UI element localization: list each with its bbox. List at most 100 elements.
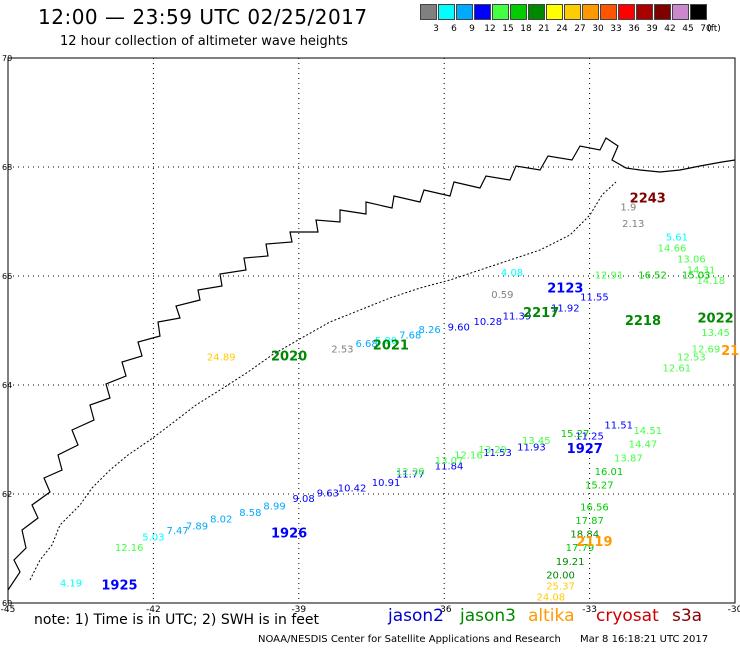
inner-coastline	[29, 181, 617, 581]
scale-label: 39	[646, 24, 658, 34]
lon-tick-label: -45	[1, 605, 16, 615]
wave-height-label: 10.28	[473, 317, 502, 328]
legend-cryosat: cryosat	[596, 606, 659, 626]
wave-height-label: 10.42	[338, 483, 367, 494]
scale-label: 24	[556, 24, 568, 34]
wave-height-label: 8.58	[239, 508, 261, 519]
pass-time-label: 1927	[567, 442, 603, 457]
scale-swatch-15	[492, 4, 509, 20]
wave-height-label: 9.60	[448, 323, 470, 334]
legend-s3a: s3a	[672, 606, 703, 626]
pass-time-label: 2021	[373, 339, 409, 354]
wave-height-label: 9.08	[293, 494, 315, 505]
wave-height-label: 16.56	[580, 502, 609, 513]
scale-label: 12	[484, 24, 496, 34]
lat-tick-label: 60	[2, 599, 12, 608]
wave-height-label: 11.53	[483, 448, 512, 459]
wave-height-label: 12.69	[692, 344, 721, 355]
wave-height-label: 24.89	[207, 352, 236, 363]
lat-tick-label: 64	[2, 381, 12, 390]
wave-height-label: 12.91	[595, 271, 624, 282]
greenland-coastline	[7, 137, 736, 591]
pass-time-label: 2217	[523, 306, 559, 321]
wave-height-label: 13.29	[478, 445, 507, 456]
wave-height-label: 0.59	[491, 290, 513, 301]
wave-height-label: 11.39	[503, 312, 532, 323]
scale-swatch-3	[420, 4, 437, 20]
wave-height-label: 17.79	[566, 543, 595, 554]
wave-height-label: 24.08	[537, 592, 566, 603]
scale-swatch-39	[636, 4, 653, 20]
scale-label: 42	[664, 24, 676, 34]
scale-swatch-27	[564, 4, 581, 20]
wave-height-label: 16.52	[638, 271, 667, 282]
scale-label: 3	[433, 24, 439, 34]
wave-height-label: 7.89	[186, 521, 208, 532]
wave-height-label: 12.16	[115, 543, 144, 554]
wave-height-label: 8.26	[419, 325, 441, 336]
scale-swatch-70	[690, 4, 707, 20]
scale-swatch-12	[474, 4, 491, 20]
wave-height-label: 1.9	[620, 203, 636, 214]
scale-swatch-21	[528, 4, 545, 20]
scale-unit-label: (ft)	[707, 24, 721, 34]
wave-height-label: 8.99	[263, 501, 285, 512]
wave-height-label: 14.51	[633, 426, 662, 437]
wave-height-label: 12.61	[663, 363, 692, 374]
generated-timestamp: Mar 8 16:18:21 UTC 2017	[580, 634, 709, 645]
wave-height-label: 6.68	[356, 339, 378, 350]
scale-label: 30	[592, 24, 604, 34]
pass-time-label: 2119	[576, 535, 612, 550]
pass-time-label: 2123	[547, 281, 583, 296]
scale-swatch-36	[618, 4, 635, 20]
legend-jason3: jason3	[460, 606, 516, 626]
wave-height-label: 5.61	[666, 233, 688, 244]
scale-label: 36	[628, 24, 640, 34]
scale-label: 6	[451, 24, 457, 34]
wave-height-label: 14.66	[658, 243, 687, 254]
lat-tick-label: 62	[2, 490, 12, 499]
wave-height-label: 11.51	[604, 421, 633, 432]
wave-height-label: 7.47	[167, 526, 189, 537]
scale-label: 27	[574, 24, 586, 34]
wave-height-label: 11.93	[517, 442, 546, 453]
scale-swatch-45	[672, 4, 689, 20]
scale-label: 70	[700, 24, 712, 34]
wave-height-label: 14.31	[687, 265, 716, 276]
wave-height-label: 11.25	[575, 432, 604, 443]
lat-tick-label: 68	[2, 163, 12, 172]
wave-height-label: 11.55	[580, 293, 609, 304]
wave-height-label: 5.03	[142, 532, 164, 543]
scale-label: 45	[682, 24, 694, 34]
lat-tick-label: 66	[2, 272, 12, 281]
scale-label: 33	[610, 24, 622, 34]
wave-height-label: 4.08	[501, 268, 523, 279]
chart-title: 12:00 — 23:59 UTC 02/25/2017	[38, 5, 368, 29]
wave-height-label: 20.00	[546, 570, 575, 581]
wave-height-label: 7.68	[399, 331, 421, 342]
wave-height-label: 18.84	[570, 530, 599, 541]
credit-line: NOAA/NESDIS Center for Satellite Applica…	[258, 634, 561, 645]
wave-height-label: 14.47	[629, 440, 658, 451]
map-frame	[7, 57, 736, 604]
wave-height-label: 19.21	[556, 557, 585, 568]
wave-height-label: 12.38	[396, 467, 425, 478]
pass-time-label: 2243	[630, 191, 666, 206]
wave-height-label: 8.02	[210, 514, 232, 525]
wave-height-label: 13.07	[435, 456, 464, 467]
legend-jason2: jason2	[388, 606, 444, 626]
lon-tick-label: -39	[291, 605, 306, 615]
scale-label: 21	[538, 24, 550, 34]
pass-time-label: 2218	[625, 314, 661, 329]
wave-height-label: 25.37	[546, 581, 575, 592]
wave-height-label: 2.53	[331, 344, 353, 355]
wave-height-label: 12.16	[454, 451, 483, 462]
wave-height-label: 15.03	[682, 271, 711, 282]
wave-height-label: 14.18	[696, 276, 725, 287]
scale-label: 9	[469, 24, 475, 34]
lat-tick-label: 70	[2, 54, 12, 63]
scale-swatch-9	[456, 4, 473, 20]
wave-height-label: 13.45	[701, 328, 730, 339]
chart-subtitle: 12 hour collection of altimeter wave hei…	[60, 34, 348, 49]
